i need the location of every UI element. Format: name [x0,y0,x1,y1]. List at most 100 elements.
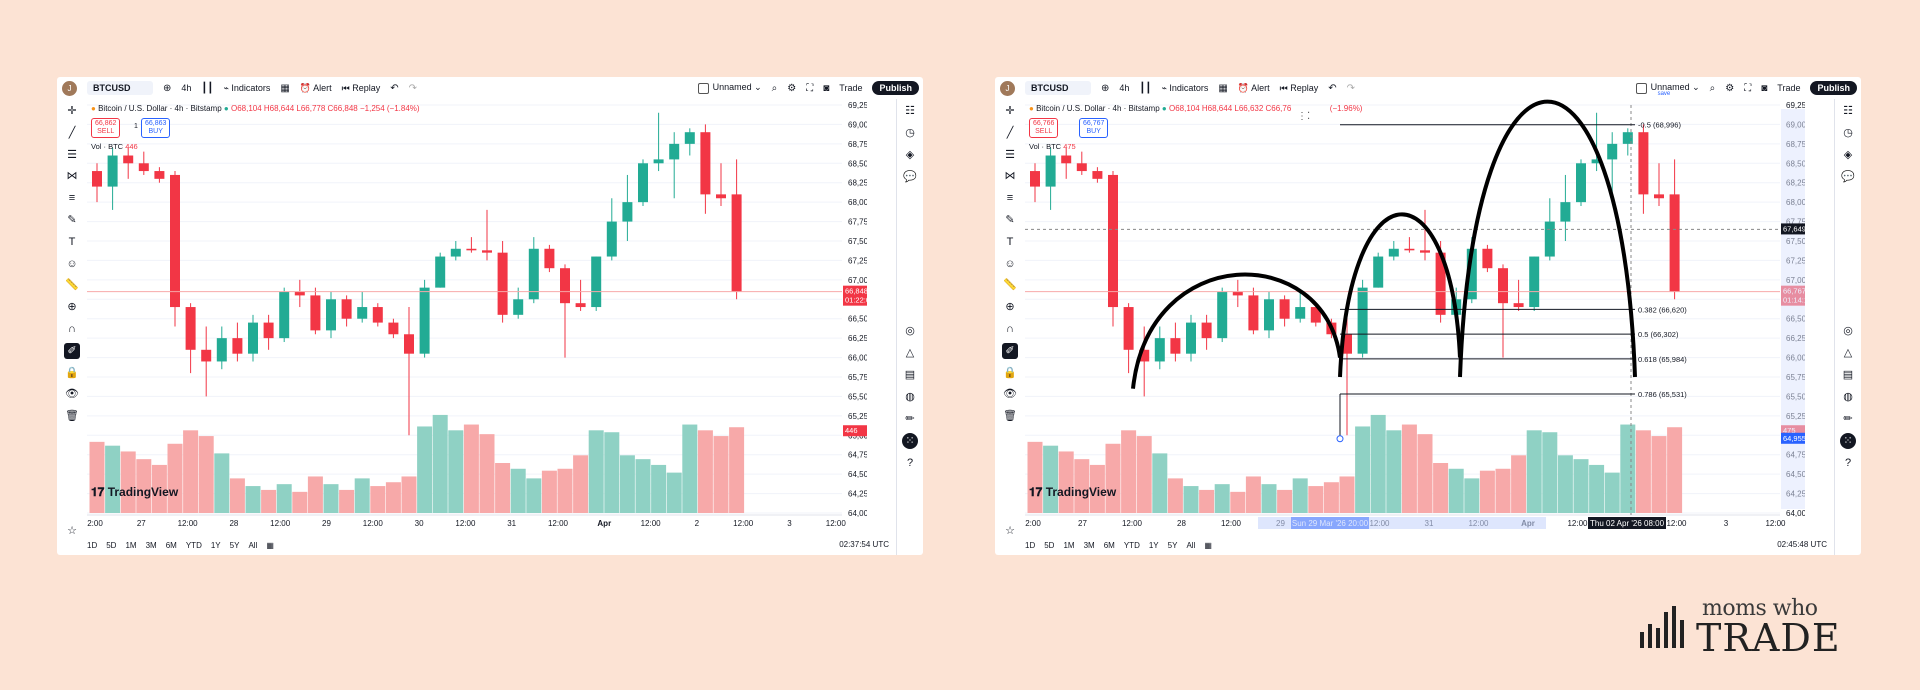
symbol-search[interactable]: BTCUSD [1025,81,1091,95]
sell-button[interactable]: 66,766 SELL [1029,118,1059,138]
quick-search-icon[interactable]: ⌕ [771,82,778,94]
add-symbol-icon[interactable]: ⊕ [1101,82,1110,94]
trash-icon[interactable]: 🗑 [65,410,79,423]
replay-button[interactable]: ⏮ Replay [1280,83,1319,94]
news-icon[interactable]: ◍ [905,391,915,403]
undo-icon[interactable]: ↶ [390,82,399,94]
calendar-icon[interactable]: ▤ [1842,369,1854,381]
buy-button[interactable]: 66,863 BUY [141,118,171,138]
stay-drawing-icon[interactable]: ✐ [64,342,80,359]
fib-tool-icon[interactable]: ☰ [67,148,77,161]
alert-button[interactable]: ⏰ Alert [1238,83,1270,94]
crosshair-icon[interactable]: ✛ [67,105,77,117]
redo-icon[interactable]: ↷ [408,82,417,94]
timeframe-ytd[interactable]: YTD [185,540,202,550]
chat-icon[interactable]: 💬 [1841,171,1855,183]
news-icon[interactable]: ◍ [1843,391,1853,403]
text-tool-icon[interactable]: T [1006,235,1014,248]
price-chart[interactable]: 69,25069,00068,75068,50068,25068,00067,7… [995,99,1805,535]
settings-icon[interactable]: ⚙ [787,82,797,94]
quick-search-icon[interactable]: ⌕ [1709,82,1716,94]
trendline-icon[interactable]: ╱ [68,126,76,139]
pen-icon[interactable]: ✏ [1843,413,1853,425]
watchlist-icon[interactable]: ☷ [1843,105,1853,117]
star-icon[interactable]: ☆ [1005,525,1015,537]
fib-tool-icon[interactable]: ☰ [1005,148,1015,161]
replay-button[interactable]: ⏮ Replay [342,83,381,94]
clock-icon[interactable]: ◷ [905,127,915,139]
utc-clock[interactable]: 02:37:54 UTC [839,540,889,549]
timeframe-1m[interactable]: 1M [1063,540,1075,550]
watchlist-icon[interactable]: ☷ [905,105,915,117]
layouts-icon[interactable]: ▦ [1218,82,1228,94]
target-icon[interactable]: ◎ [1843,325,1853,337]
save-hint[interactable]: save [1657,91,1671,98]
publish-button[interactable]: Publish [872,81,919,95]
symbol-search[interactable]: BTCUSD [87,81,153,95]
measure-lines-icon[interactable]: ≡ [68,192,76,205]
add-symbol-icon[interactable]: ⊕ [163,82,172,94]
trash-icon[interactable]: 🗑 [1003,410,1017,423]
layout-name-button[interactable]: Unnamed ⌄ save [1635,82,1700,97]
ruler-icon[interactable]: 📏 [1003,279,1017,292]
timeframe-6m[interactable]: 6M [1103,540,1115,550]
target-icon[interactable]: ◎ [905,325,915,337]
sell-button[interactable]: 66,862 SELL [91,118,121,138]
pattern-icon[interactable]: ⋈ [66,170,78,183]
pattern-icon[interactable]: ⋈ [1004,170,1016,183]
timeframe-1m[interactable]: 1M [125,540,137,550]
timeframe-1d[interactable]: 1D [87,540,98,550]
layout-name-button[interactable]: Unnamed ⌄ [697,82,762,94]
indicators-button[interactable]: ⌁ Indicators [223,83,270,94]
timeframe-ytd[interactable]: YTD [1123,540,1140,550]
timeframe-6m[interactable]: 6M [165,540,177,550]
timeframe-1y[interactable]: 1Y [210,540,221,550]
timeframe-5y[interactable]: 5Y [229,540,240,550]
camera-icon[interactable]: ◙ [1761,82,1768,94]
help-icon[interactable]: ? [906,457,914,469]
goto-date-icon[interactable]: ▦ [1204,540,1212,550]
timeframe-1d[interactable]: 1D [1025,540,1036,550]
utc-clock[interactable]: 02:45:48 UTC [1777,540,1827,549]
alert-button[interactable]: ⏰ Alert [300,83,332,94]
chat-icon[interactable]: 💬 [903,171,917,183]
emoji-icon[interactable]: ☺ [66,257,78,270]
candles-icon[interactable]: ┃┃ [201,82,214,94]
timeframe-5d[interactable]: 5D [1044,540,1055,550]
zoom-in-icon[interactable]: ⊕ [67,301,77,314]
redo-icon[interactable]: ↷ [1346,82,1355,94]
brush-icon[interactable]: ✎ [67,214,77,226]
fullscreen-icon[interactable]: ⛶ [806,82,814,94]
layers-icon[interactable]: ◈ [905,149,915,161]
goto-date-icon[interactable]: ▦ [266,540,274,550]
crosshair-icon[interactable]: ✛ [1005,105,1015,117]
eye-icon[interactable]: 👁 [65,388,79,401]
buy-button[interactable]: 66,767 BUY [1079,118,1109,138]
interval-button[interactable]: 4h [181,83,192,93]
measure-lines-icon[interactable]: ≡ [1006,192,1014,205]
zoom-in-icon[interactable]: ⊕ [1005,301,1015,314]
camera-icon[interactable]: ◙ [823,82,830,94]
brush-icon[interactable]: ✎ [1005,214,1015,226]
timeframe-all[interactable]: All [248,540,258,550]
grid-icon[interactable]: ⁙ [1840,433,1856,449]
publish-button[interactable]: Publish [1810,81,1857,95]
timeframe-3m[interactable]: 3M [145,540,157,550]
stay-drawing-icon[interactable]: ✐ [1002,342,1018,359]
fullscreen-icon[interactable]: ⛶ [1744,82,1752,94]
grid-icon[interactable]: ⁙ [902,433,918,449]
price-chart[interactable]: 69,25069,00068,75068,50068,25068,00067,7… [57,99,867,535]
text-tool-icon[interactable]: T [68,235,76,248]
trendline-icon[interactable]: ╱ [1006,126,1014,139]
timeframe-3m[interactable]: 3M [1083,540,1095,550]
settings-icon[interactable]: ⚙ [1725,82,1735,94]
star-icon[interactable]: ☆ [67,525,77,537]
eye-icon[interactable]: 👁 [1003,388,1017,401]
magnet-icon[interactable]: ∩ [1006,323,1014,335]
calendar-icon[interactable]: ▤ [904,369,916,381]
emoji-icon[interactable]: ☺ [1004,257,1016,270]
ruler-icon[interactable]: 📏 [65,279,79,292]
trade-button[interactable]: Trade [839,83,863,93]
layers-icon[interactable]: ◈ [1843,149,1853,161]
timeframe-all[interactable]: All [1186,540,1196,550]
